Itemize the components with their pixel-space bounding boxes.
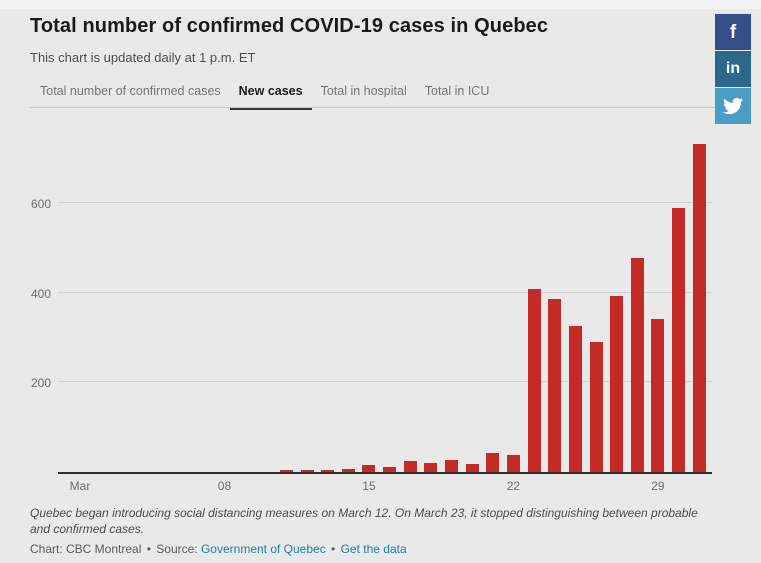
bar-mar-15[interactable] bbox=[362, 464, 376, 472]
x-axis-tick-label: 22 bbox=[506, 479, 521, 493]
bar-mar-19[interactable] bbox=[445, 459, 459, 472]
bar-mar-31[interactable] bbox=[692, 144, 706, 472]
x-axis-tick-label: 15 bbox=[362, 479, 376, 493]
get-the-data-link[interactable]: Get the data bbox=[340, 542, 407, 556]
x-axis-tick-label: 29 bbox=[651, 479, 665, 493]
source-link[interactable]: Government of Quebec bbox=[200, 542, 326, 556]
share-buttons: f in bbox=[715, 14, 751, 125]
tab-bar-divider bbox=[30, 107, 715, 108]
credit-separator: • bbox=[146, 542, 151, 556]
bar-mar-30[interactable] bbox=[672, 207, 686, 472]
tab-total-confirmed-cases[interactable]: Total number of confirmed cases bbox=[40, 84, 221, 98]
chart-credit: Chart: CBC Montreal • Source: Government… bbox=[30, 542, 407, 556]
y-axis-tick-label: 200 bbox=[30, 376, 51, 391]
bar-mar-17[interactable] bbox=[403, 461, 417, 472]
bar-mar-24[interactable] bbox=[548, 299, 562, 472]
bar-mar-23[interactable] bbox=[527, 288, 541, 472]
facebook-icon: f bbox=[729, 21, 737, 43]
source-label: Source: bbox=[156, 542, 198, 556]
bar-mar-12[interactable] bbox=[300, 470, 314, 472]
credit-separator-2: • bbox=[331, 542, 336, 556]
chart-title: Total number of confirmed COVID-19 cases… bbox=[30, 15, 549, 37]
bar-mar-27[interactable] bbox=[610, 296, 624, 472]
gridline bbox=[58, 202, 712, 204]
tab-total-in-hospital[interactable]: Total in hospital bbox=[320, 84, 407, 98]
tab-new-cases[interactable]: New cases bbox=[229, 84, 312, 110]
page-top-edge bbox=[0, 0, 761, 9]
credit-text: Chart: CBC Montreal bbox=[30, 542, 142, 556]
gridline bbox=[58, 291, 712, 293]
bar-mar-11[interactable] bbox=[279, 469, 293, 472]
bar-mar-29[interactable] bbox=[651, 318, 665, 472]
y-axis-labels: 200 400 600 bbox=[0, 118, 51, 472]
bar-mar-26[interactable] bbox=[589, 342, 603, 472]
tab-total-in-icu[interactable]: Total in ICU bbox=[424, 84, 490, 98]
y-axis-tick-label: 600 bbox=[30, 197, 51, 212]
bar-mar-13[interactable] bbox=[321, 470, 335, 472]
x-axis-labels: Mar 08 15 22 29 bbox=[58, 479, 712, 495]
bar-mar-21[interactable] bbox=[486, 453, 500, 472]
x-axis-tick-label: Mar bbox=[69, 479, 91, 493]
chart-subtitle: This chart is updated daily at 1 p.m. ET bbox=[30, 50, 256, 65]
y-axis-tick-label: 400 bbox=[30, 286, 51, 301]
twitter-icon bbox=[723, 97, 743, 115]
bar-mar-20[interactable] bbox=[465, 463, 479, 472]
x-axis-tick-label: 08 bbox=[217, 479, 232, 493]
facebook-share-button[interactable]: f bbox=[715, 14, 751, 50]
plot-area bbox=[58, 118, 712, 474]
bar-mar-18[interactable] bbox=[424, 463, 438, 472]
bar-mar-14[interactable] bbox=[341, 468, 355, 472]
gridline bbox=[58, 381, 712, 383]
bar-mar-22[interactable] bbox=[506, 454, 520, 472]
bar-mar-16[interactable] bbox=[383, 467, 397, 472]
linkedin-icon: in bbox=[725, 60, 741, 77]
chart-note: Quebec began introducing social distanci… bbox=[30, 506, 698, 536]
bar-mar-25[interactable] bbox=[568, 325, 582, 472]
linkedin-share-button[interactable]: in bbox=[715, 51, 751, 87]
bar-mar-28[interactable] bbox=[630, 258, 644, 472]
tab-bar: Total number of confirmed cases New case… bbox=[31, 84, 498, 110]
twitter-share-button[interactable] bbox=[715, 88, 751, 124]
